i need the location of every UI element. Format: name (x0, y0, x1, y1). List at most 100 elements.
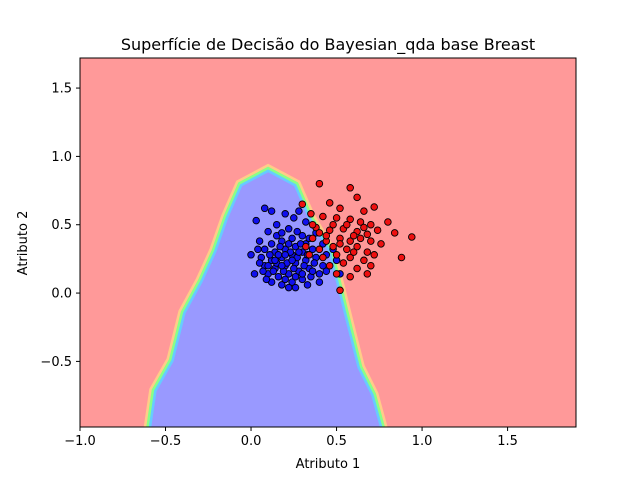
data-point (384, 218, 392, 226)
data-point (360, 207, 368, 215)
data-point (254, 245, 262, 254)
data-point (322, 267, 331, 275)
data-point (373, 226, 382, 234)
data-point (377, 240, 385, 248)
data-point (276, 242, 284, 251)
data-point (288, 278, 296, 286)
data-point (271, 256, 279, 265)
data-point (284, 240, 293, 248)
data-point (332, 270, 341, 278)
data-point (247, 251, 255, 259)
y-tick-label: 1.0 (51, 150, 72, 165)
y-tick-label: 0.5 (51, 218, 72, 233)
data-point (332, 251, 341, 259)
data-point (284, 225, 293, 233)
data-point (267, 240, 276, 248)
data-point (360, 223, 368, 232)
data-point (290, 264, 298, 273)
data-point (260, 245, 269, 254)
plot-clip-group (80, 58, 576, 427)
data-point (267, 207, 276, 215)
data-point (315, 245, 324, 254)
data-point (356, 218, 365, 226)
data-point (308, 234, 317, 243)
data-point (260, 204, 269, 213)
x-tick-label: −1.0 (64, 434, 96, 449)
data-point (346, 253, 354, 262)
data-point (310, 259, 319, 267)
y-tick-label: 0.0 (51, 287, 72, 302)
data-point (367, 220, 375, 229)
data-point (264, 261, 272, 270)
y-axis-label: Atributo 2 (16, 211, 31, 276)
data-point (367, 237, 375, 245)
data-point (281, 210, 289, 218)
chart-title: Superfície de Decisão do Bayesian_qda ba… (121, 35, 535, 55)
series-2 (298, 179, 416, 295)
data-point (349, 248, 358, 256)
data-point (291, 272, 300, 281)
data-point (343, 220, 351, 229)
data-point (325, 261, 334, 270)
x-tick-label: −0.5 (150, 434, 182, 449)
data-point (315, 229, 324, 237)
data-point (353, 264, 361, 273)
data-point (262, 275, 271, 284)
data-point (370, 251, 378, 259)
data-point (281, 251, 289, 259)
data-point (339, 259, 348, 267)
data-point (298, 231, 307, 240)
data-point (319, 212, 327, 221)
data-point (315, 278, 324, 286)
data-point (300, 261, 308, 270)
data-point (302, 218, 310, 226)
data-point (278, 229, 286, 237)
data-point (360, 256, 368, 265)
x-tick-label: 1.5 (497, 434, 518, 449)
data-point (349, 231, 358, 240)
data-point (346, 184, 354, 192)
data-point (329, 220, 337, 229)
data-point (322, 231, 331, 240)
data-point (307, 210, 315, 218)
data-point (281, 275, 289, 284)
data-point (288, 256, 296, 265)
data-point (353, 242, 361, 251)
data-point (288, 234, 296, 243)
data-point (291, 283, 300, 292)
data-point (367, 261, 375, 270)
x-tick-label: 0.5 (326, 434, 347, 449)
x-tick-label: 0.0 (241, 434, 262, 449)
data-point (370, 203, 378, 211)
series-1 (247, 204, 344, 292)
data-point (336, 240, 344, 248)
data-point (298, 270, 307, 278)
x-axis: −1.0 −0.5 0.0 0.5 1.0 1.5 (64, 427, 518, 449)
data-point (356, 234, 365, 243)
data-point (290, 214, 298, 222)
data-point (284, 283, 293, 292)
data-point (305, 251, 313, 259)
data-point (278, 281, 286, 289)
plot-area (80, 58, 576, 427)
data-point (298, 200, 307, 208)
data-point (308, 220, 317, 229)
data-point (319, 253, 327, 262)
data-point (293, 227, 301, 236)
data-point (346, 215, 354, 224)
data-point (259, 267, 267, 275)
data-point (272, 220, 281, 229)
data-point (269, 267, 278, 275)
data-point (264, 227, 272, 236)
data-point (266, 251, 274, 259)
data-point (295, 207, 303, 215)
y-tick-label: −0.5 (40, 355, 72, 370)
data-point (315, 270, 324, 278)
data-point (329, 242, 337, 251)
data-point (336, 286, 344, 295)
data-point (325, 226, 334, 234)
data-point (397, 253, 406, 262)
data-point (332, 214, 341, 222)
y-tick-label: 1.5 (51, 82, 72, 97)
